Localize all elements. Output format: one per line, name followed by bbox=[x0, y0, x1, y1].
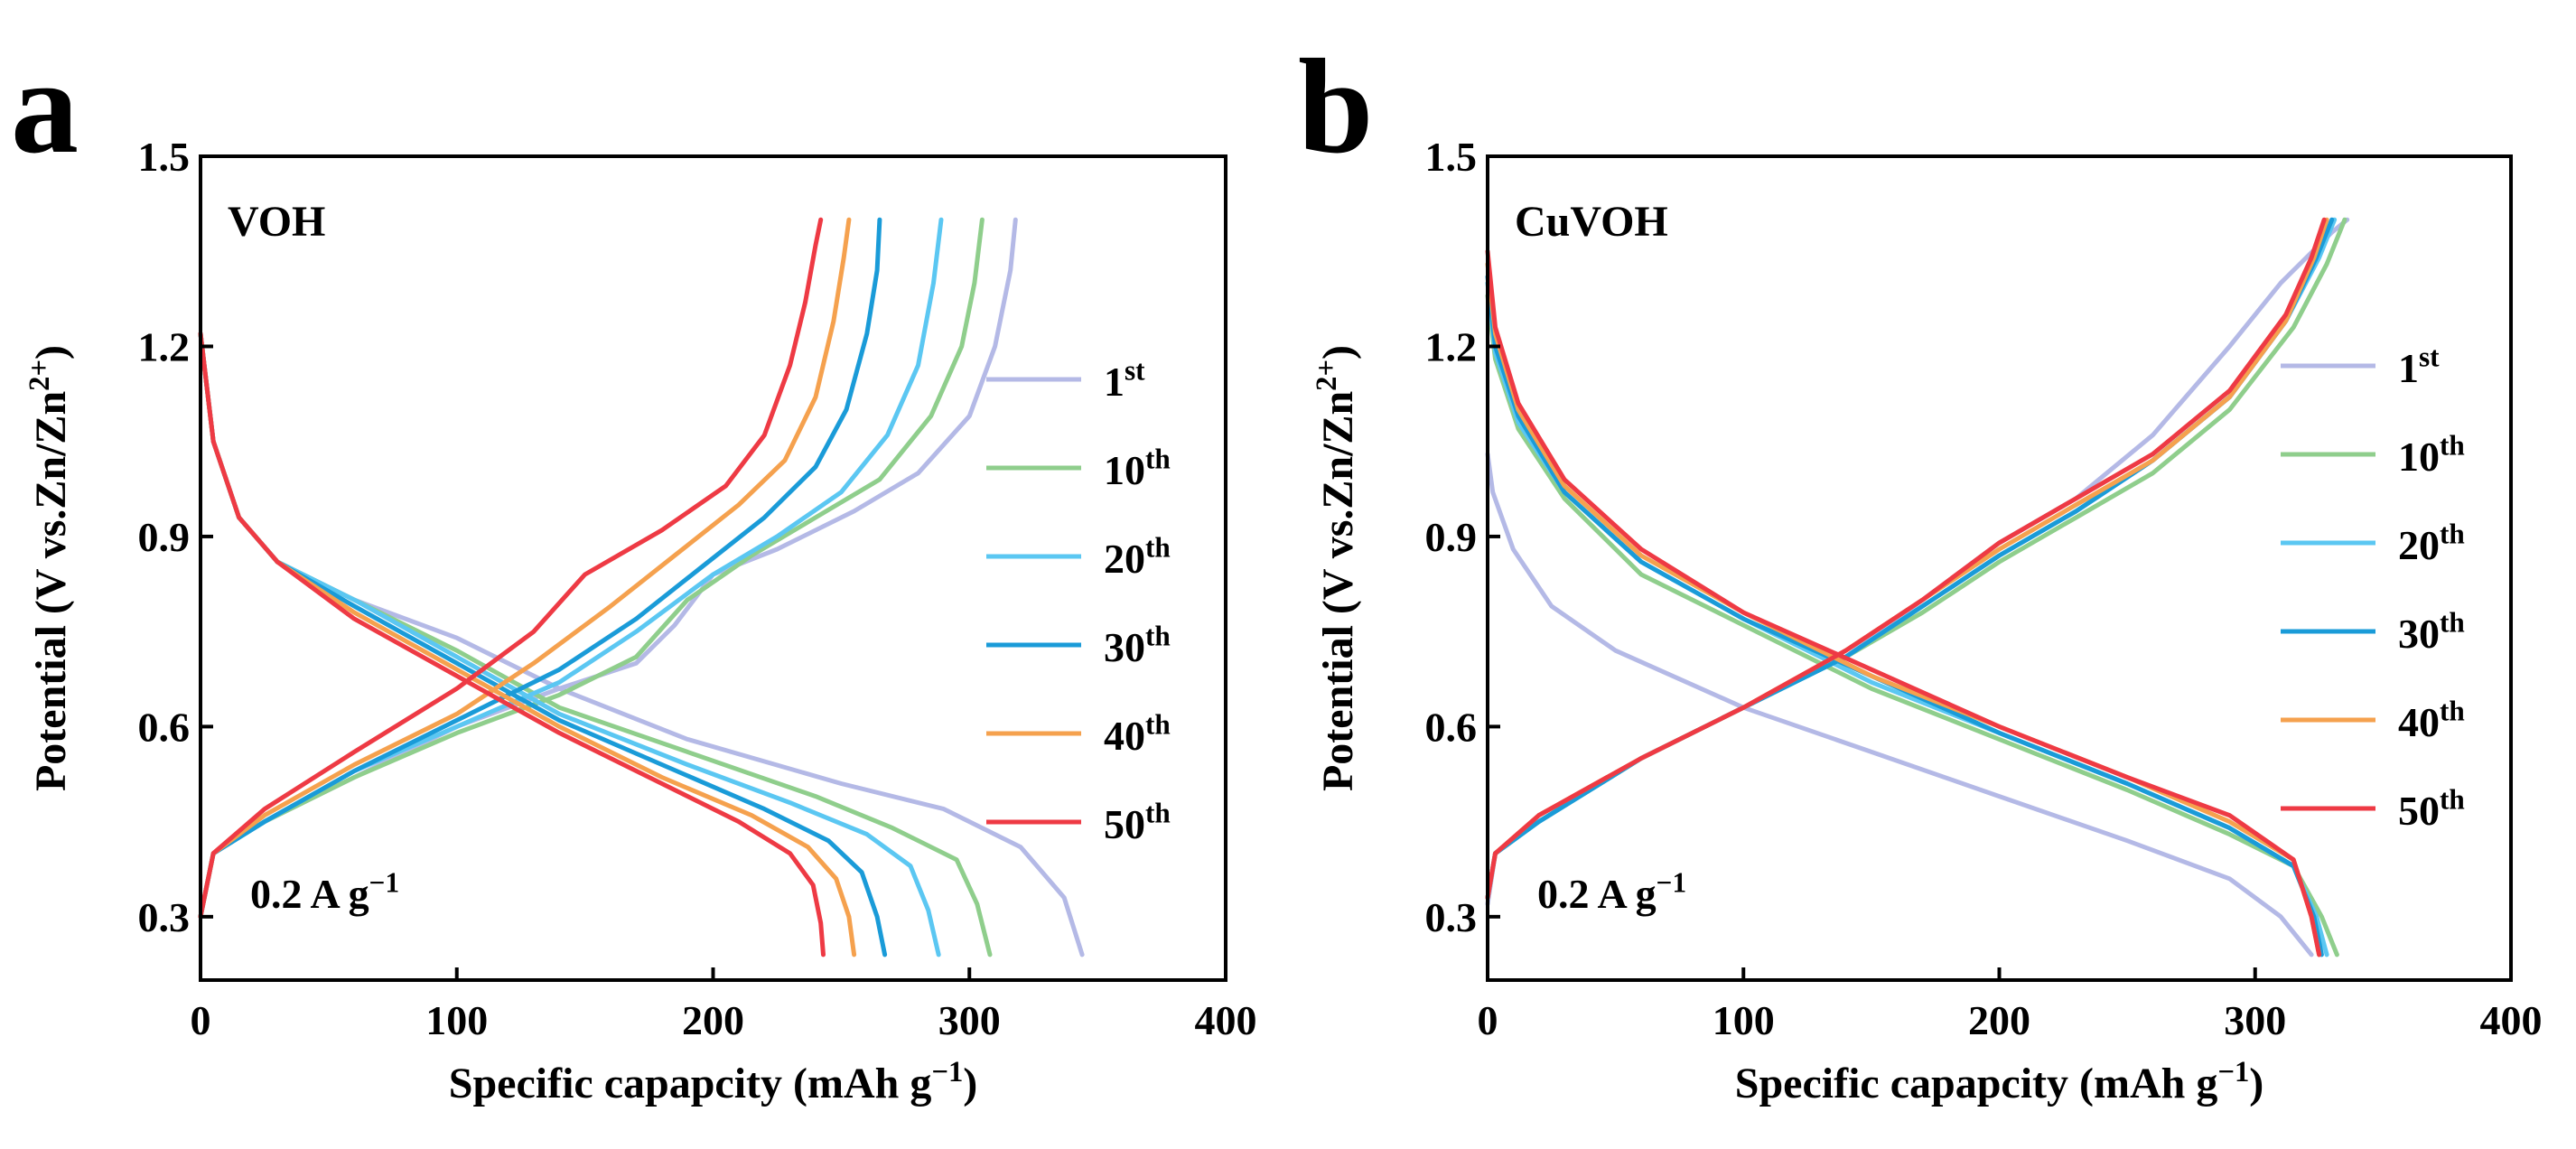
series-40th-charge-line bbox=[198, 217, 852, 920]
x-axis-label: Specific capapcity (mAh g−1) bbox=[449, 1056, 978, 1107]
series-1st-discharge-line bbox=[198, 331, 1085, 958]
series-40th-charge-line bbox=[1485, 217, 2329, 901]
rate-label: 0.2 A g−1 bbox=[1537, 867, 1686, 917]
y-tick-label: 0.3 bbox=[1425, 894, 1478, 940]
x-tick-label: 200 bbox=[682, 997, 744, 1043]
legend-label-10th: 10th bbox=[1104, 444, 1171, 493]
legend-label-1st: 1st bbox=[1104, 355, 1145, 405]
x-tick-label: 0 bbox=[191, 997, 211, 1043]
series-20th-charge-line bbox=[1485, 217, 2338, 901]
x-tick-label: 400 bbox=[1195, 997, 1257, 1043]
x-tick-label: 0 bbox=[1478, 997, 1498, 1043]
series-30th-charge-line bbox=[1485, 217, 2335, 901]
y-tick-label: 1.5 bbox=[1425, 134, 1478, 180]
legend-label-40th: 40th bbox=[1104, 709, 1171, 759]
y-tick-label: 0.6 bbox=[1425, 704, 1478, 750]
legend-label-20th: 20th bbox=[2398, 518, 2465, 568]
series-20th-discharge-line bbox=[198, 331, 941, 958]
y-axis-label: Potential (V vs.Zn/Zn2+) bbox=[1311, 345, 1362, 791]
legend-label-10th: 10th bbox=[2398, 430, 2465, 480]
legend: 1st 10th 20th 30th 40th 50th bbox=[2281, 341, 2465, 834]
series-50th-charge-line bbox=[1485, 217, 2327, 901]
x-tick-label: 400 bbox=[2480, 997, 2543, 1043]
panel-label-a: a bbox=[11, 32, 79, 182]
rate-label: 0.2 A g−1 bbox=[250, 867, 399, 917]
series-10th-charge-line bbox=[1485, 217, 2347, 901]
series-30th-discharge-line bbox=[198, 331, 888, 958]
plot-frame bbox=[199, 154, 1227, 982]
y-tick-label: 1.2 bbox=[1425, 323, 1478, 369]
series-50th-charge-line bbox=[198, 217, 824, 920]
y-tick-label: 1.5 bbox=[138, 134, 191, 180]
plot-frame bbox=[1486, 154, 2513, 982]
y-tick-label: 0.3 bbox=[138, 894, 191, 940]
y-tick-label: 0.9 bbox=[1425, 514, 1478, 560]
series-10th-charge-line bbox=[198, 217, 985, 920]
legend-label-30th: 30th bbox=[1104, 621, 1171, 670]
legend-label-20th: 20th bbox=[1104, 532, 1171, 582]
x-tick-label: 100 bbox=[1713, 997, 1775, 1043]
y-axis-label: Potential (V vs.Zn/Zn2+) bbox=[23, 345, 75, 791]
series-50th-discharge-line bbox=[1485, 248, 2322, 958]
x-axis-label: Specific capapcity (mAh g−1) bbox=[1735, 1056, 2264, 1107]
series-40th-discharge-line bbox=[198, 331, 857, 958]
series-50th-discharge-line bbox=[198, 331, 826, 958]
x-tick-label: 300 bbox=[2224, 997, 2286, 1043]
panel-label-b: b bbox=[1298, 32, 1373, 182]
legend-label-50th: 50th bbox=[2398, 784, 2465, 834]
panel-b: 0 100 200 300 400 0.3 0.6 0.9 1.2 1.5 Specific cap… bbox=[1298, 32, 2543, 1107]
x-tick-label: 200 bbox=[1968, 997, 2030, 1043]
panel-a: 0 100 200 300 400 0.3 0.6 0.9 1.2 1.5 Specific cap… bbox=[11, 32, 1257, 1107]
series-20th-charge-line bbox=[198, 217, 944, 920]
y-tick-label: 0.9 bbox=[138, 514, 191, 560]
series-1st-discharge-line bbox=[1485, 452, 2314, 958]
series-1st-charge-line bbox=[198, 217, 1018, 920]
series-10th-discharge-line bbox=[1485, 293, 2339, 958]
x-tick-label: 100 bbox=[425, 997, 488, 1043]
x-tick-label: 300 bbox=[938, 997, 1001, 1043]
y-tick-label: 1.2 bbox=[138, 323, 191, 369]
legend-label-30th: 30th bbox=[2398, 607, 2465, 657]
legend-label-40th: 40th bbox=[2398, 696, 2465, 745]
sample-label: VOH bbox=[228, 198, 325, 246]
legend-label-1st: 1st bbox=[2398, 341, 2440, 391]
sample-label: CuVOH bbox=[1515, 198, 1668, 246]
series-30th-charge-line bbox=[198, 217, 882, 920]
legend: 1st 10th 20th 30th 40th 50th bbox=[986, 355, 1171, 847]
series-1st-charge-line bbox=[1485, 217, 2350, 907]
legend-label-50th: 50th bbox=[1104, 798, 1171, 847]
series-40th-discharge-line bbox=[1485, 261, 2322, 958]
y-tick-label: 0.6 bbox=[138, 704, 191, 750]
